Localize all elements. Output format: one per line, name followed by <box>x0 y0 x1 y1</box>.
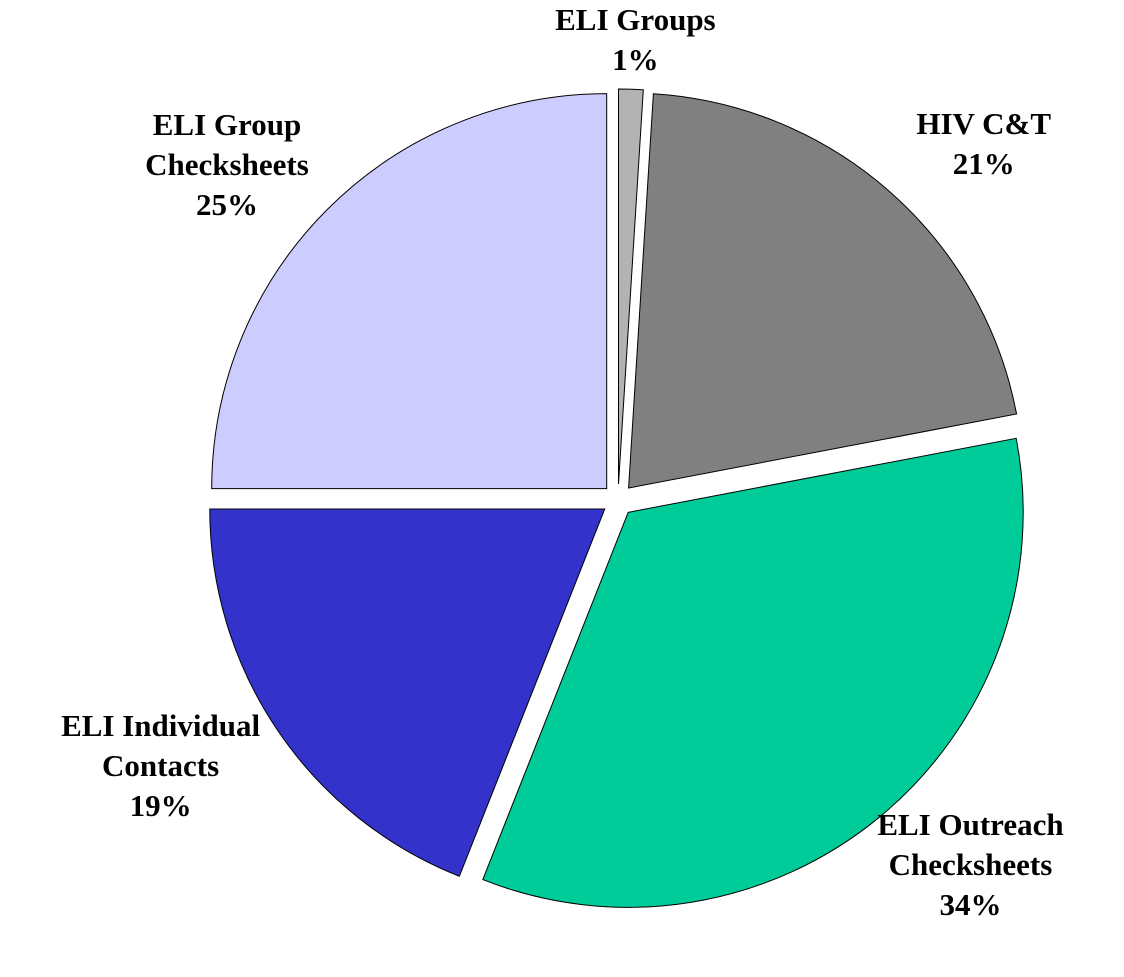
slice-label: ELI Individual Contacts 19% <box>31 706 291 826</box>
pie-slice <box>618 88 644 485</box>
slice-label: ELI Group Checksheets 25% <box>97 105 357 225</box>
slice-percent: 1% <box>612 42 659 77</box>
pie-slice <box>209 508 606 877</box>
slice-percent: 21% <box>952 146 1015 182</box>
slice-percent: 34% <box>939 887 1002 923</box>
slice-label: ELI Groups 1% <box>505 0 765 80</box>
slice-percent: 25% <box>195 186 258 222</box>
pie-slice <box>482 437 1024 908</box>
slice-label: ELI Outreach Checksheets 34% <box>840 805 1100 925</box>
slice-label: HIV C&T 21% <box>854 104 1114 184</box>
slice-name: ELI Group Checksheets <box>145 106 309 182</box>
slice-name: ELI Individual Contacts <box>61 708 261 784</box>
slice-name: ELI Outreach Checksheets <box>877 807 1064 883</box>
pie-slice <box>628 93 1018 489</box>
slice-percent: 19% <box>129 788 192 824</box>
slice-name: HIV C&T <box>916 106 1052 142</box>
pie-slice <box>211 93 608 490</box>
slice-name: ELI Groups <box>555 2 716 37</box>
